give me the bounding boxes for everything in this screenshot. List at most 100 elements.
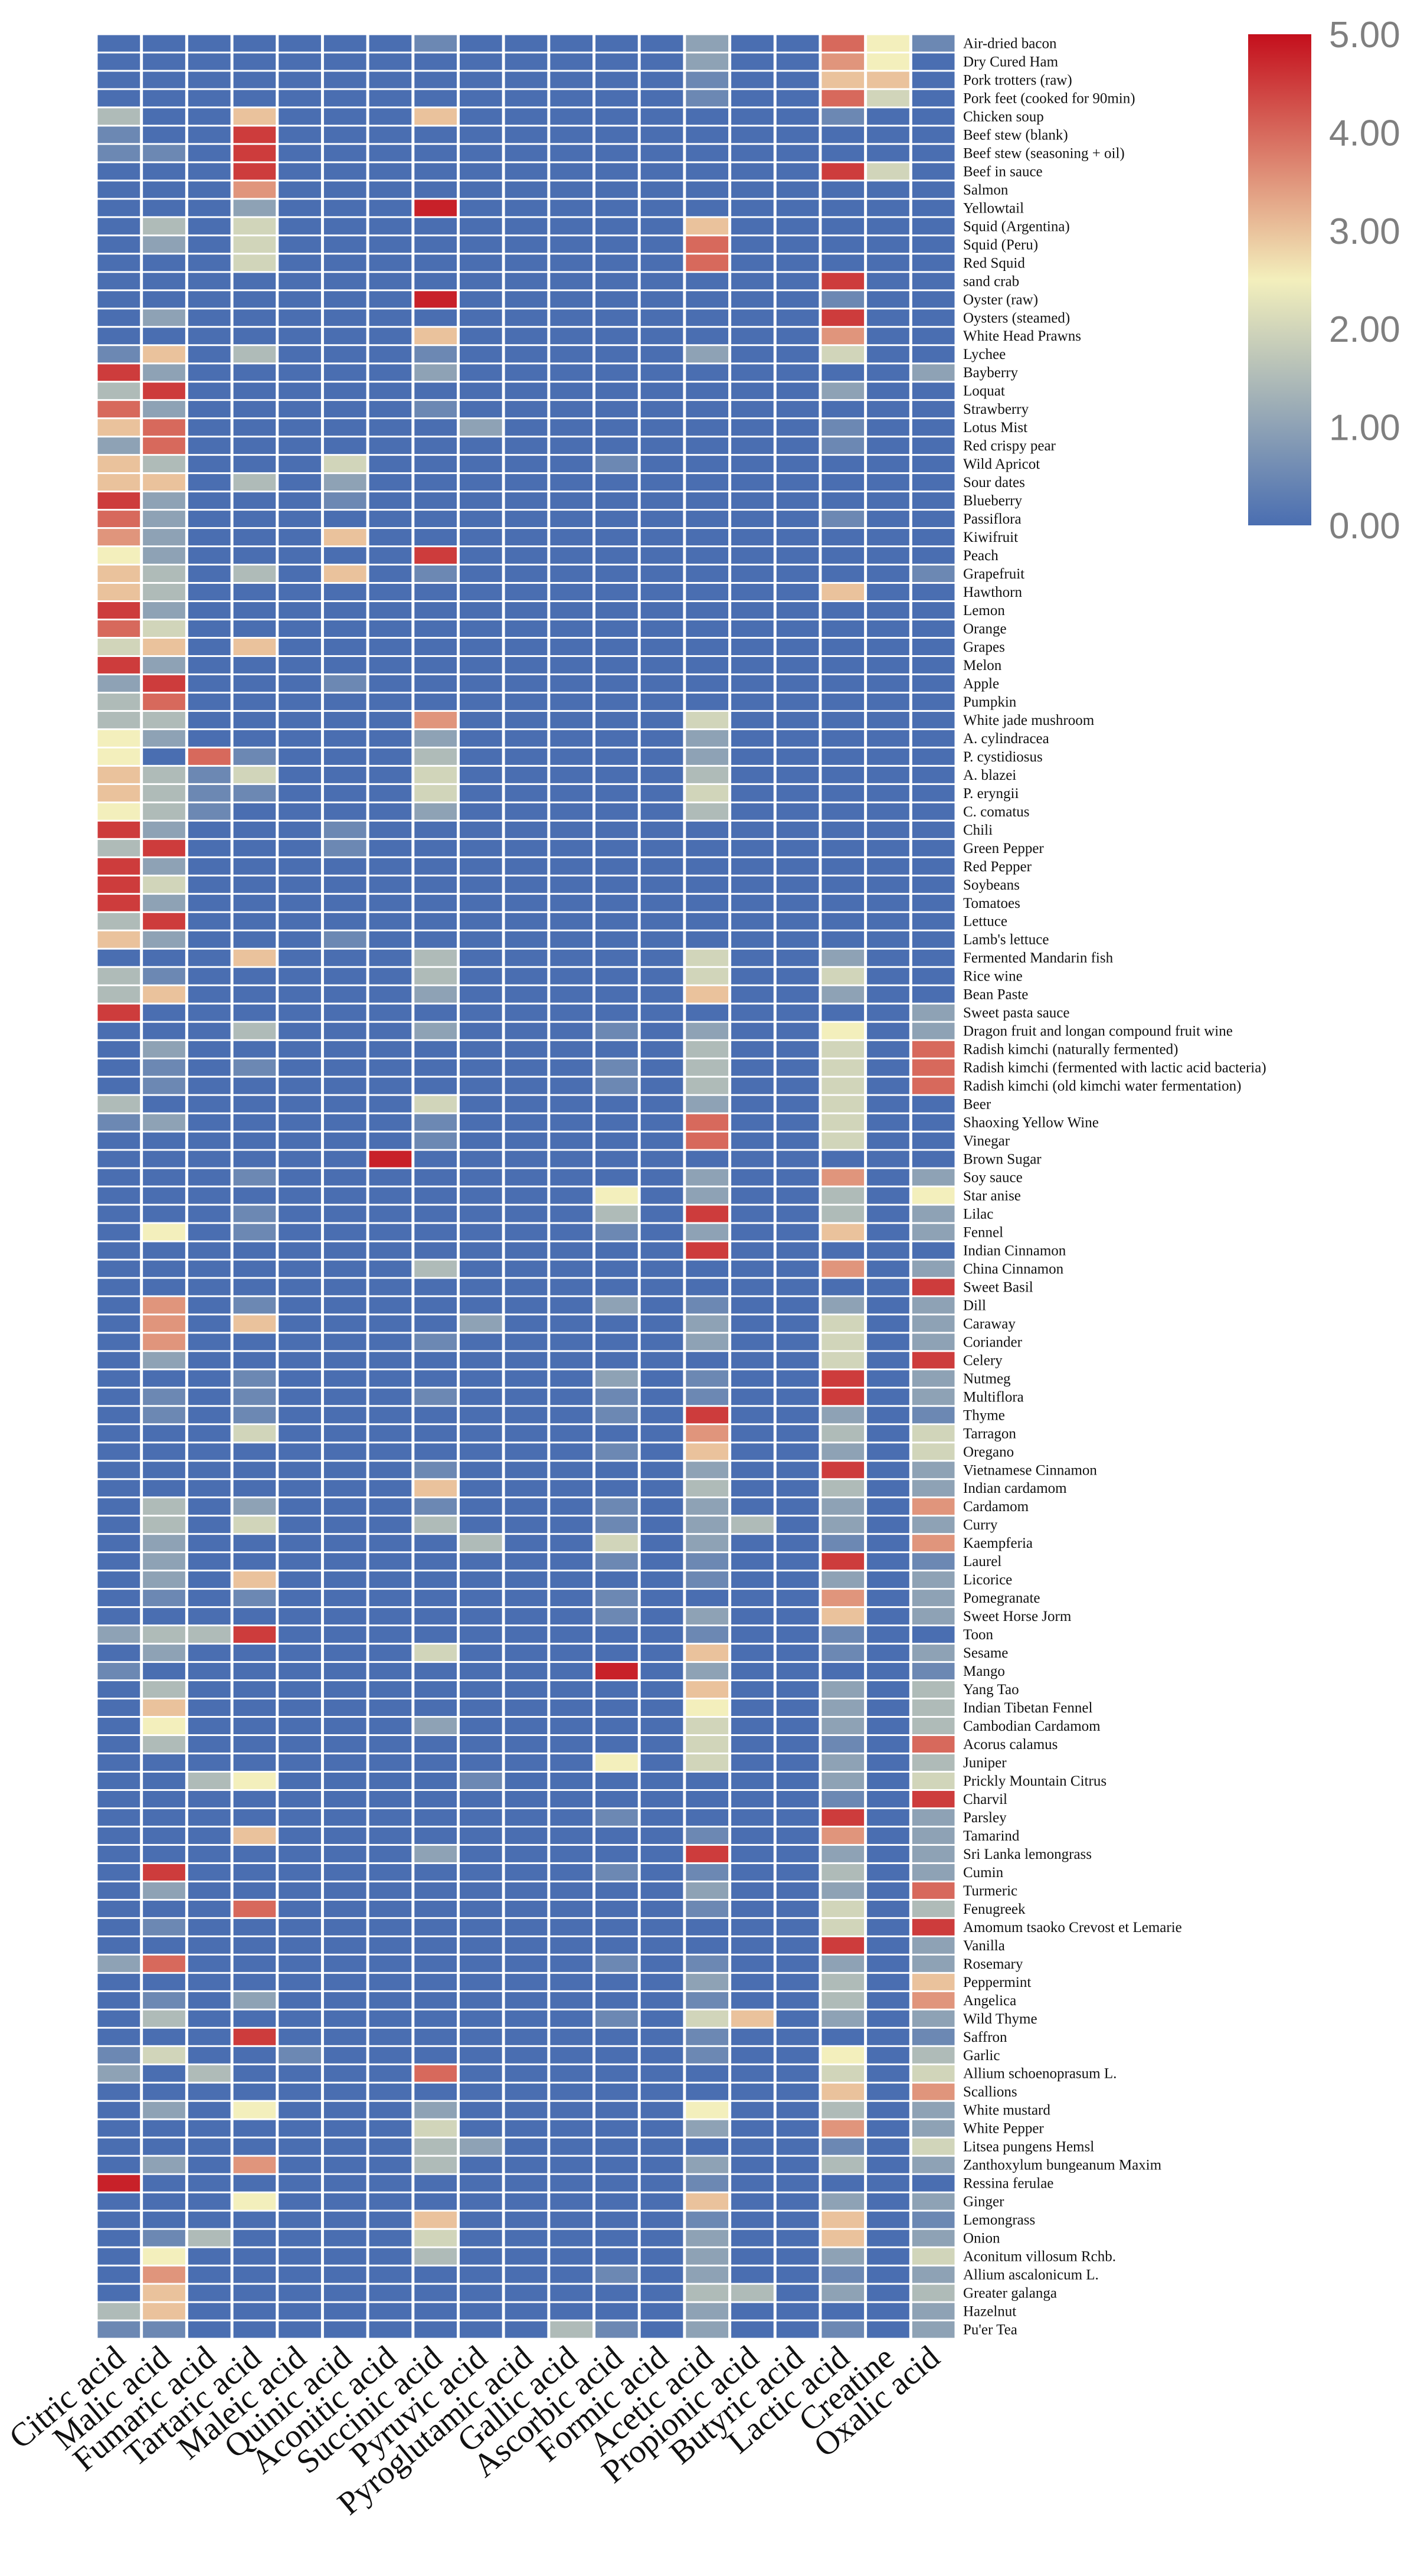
heatmap-cell — [640, 2156, 683, 2173]
heatmap-cell — [550, 1900, 593, 1917]
heatmap-cell — [233, 1059, 276, 1076]
heatmap-cell — [323, 1224, 366, 1241]
heatmap-cell — [323, 1645, 366, 1662]
heatmap-cell — [323, 145, 366, 162]
heatmap-cell — [912, 656, 955, 674]
heatmap-cell — [505, 254, 548, 272]
legend-tick-label: 2.00 — [1329, 309, 1400, 350]
heatmap-cell — [640, 821, 683, 838]
heatmap-cell — [505, 1645, 548, 1662]
heatmap-cell — [233, 254, 276, 272]
heatmap-cell — [97, 1333, 140, 1351]
heatmap-cell — [505, 1516, 548, 1534]
heatmap-cell — [233, 1973, 276, 1990]
heatmap-cell — [686, 620, 729, 637]
heatmap-cell — [640, 1900, 683, 1917]
heatmap-cell — [550, 1736, 593, 1753]
heatmap-cell — [279, 474, 321, 491]
heatmap-cell — [188, 1645, 231, 1662]
heatmap-cell — [640, 803, 683, 820]
heatmap-cell — [279, 35, 321, 52]
row-label: Allium ascalonicum L. — [963, 2267, 1099, 2283]
heatmap-cell — [595, 383, 638, 400]
heatmap-cell — [459, 126, 502, 143]
heatmap-cell — [323, 1187, 366, 1204]
row-label: Lettuce — [963, 914, 1007, 930]
heatmap-cell — [279, 1571, 321, 1588]
heatmap-cell — [369, 126, 412, 143]
heatmap-cell — [459, 1480, 502, 1497]
heatmap-cell — [550, 1772, 593, 1789]
heatmap-cell — [459, 1462, 502, 1479]
heatmap-cell — [323, 1480, 366, 1497]
heatmap-cell — [595, 2230, 638, 2247]
heatmap-cell — [188, 803, 231, 820]
heatmap-cell — [505, 2120, 548, 2137]
row-label: Yellowtail — [963, 200, 1024, 216]
heatmap-cell — [233, 90, 276, 107]
heatmap-cell — [776, 1900, 819, 1917]
heatmap-cell — [188, 858, 231, 875]
row-label: Squid (Argentina) — [963, 218, 1070, 234]
heatmap-cell — [505, 1388, 548, 1405]
heatmap-cell — [686, 1279, 729, 1296]
heatmap-cell — [595, 1553, 638, 1570]
heatmap-cell — [233, 1718, 276, 1735]
heatmap-cell — [595, 1992, 638, 2009]
heatmap-cell — [912, 1699, 955, 1717]
heatmap-cell — [188, 2248, 231, 2265]
heatmap-cell — [640, 620, 683, 637]
heatmap-cell — [143, 1590, 185, 1607]
heatmap-cell — [188, 328, 231, 345]
heatmap-cell — [595, 2175, 638, 2192]
heatmap-cell — [459, 913, 502, 930]
heatmap-cell — [640, 1333, 683, 1351]
heatmap-cell — [550, 602, 593, 619]
heatmap-cell — [505, 967, 548, 985]
heatmap-cell — [143, 108, 185, 125]
heatmap-cell — [323, 383, 366, 400]
heatmap-cell — [323, 200, 366, 217]
heatmap-cell — [731, 1516, 774, 1534]
heatmap-cell — [550, 2284, 593, 2302]
heatmap-cell — [776, 656, 819, 674]
heatmap-cell — [912, 620, 955, 637]
heatmap-cell — [550, 766, 593, 783]
row-label: Lemongrass — [963, 2212, 1035, 2228]
heatmap-cell — [414, 1571, 457, 1588]
heatmap-cell — [640, 2028, 683, 2045]
heatmap-cell — [97, 1955, 140, 1972]
heatmap-cell — [640, 967, 683, 985]
heatmap-cell — [143, 821, 185, 838]
heatmap-cell — [369, 474, 412, 491]
heatmap-cell — [188, 839, 231, 857]
heatmap-cell — [459, 2321, 502, 2338]
heatmap-cell — [640, 2284, 683, 2302]
heatmap-cell — [912, 1004, 955, 1021]
heatmap-cell — [233, 1388, 276, 1405]
heatmap-cell — [595, 2028, 638, 2045]
heatmap-cell — [595, 1260, 638, 1277]
heatmap-cell — [821, 1004, 865, 1021]
heatmap-cell — [97, 2211, 140, 2228]
row-label: Indian Tibetan Fennel — [963, 1700, 1092, 1716]
heatmap-cell — [731, 1407, 774, 1424]
heatmap-cell — [143, 1443, 185, 1460]
heatmap-cell — [188, 2010, 231, 2027]
heatmap-cell — [640, 1059, 683, 1076]
heatmap-cell — [233, 236, 276, 253]
heatmap-cell — [505, 1041, 548, 1058]
heatmap-cell — [867, 1882, 909, 1899]
heatmap-cell — [550, 2303, 593, 2320]
heatmap-cell — [867, 1827, 909, 1844]
heatmap-cell — [686, 1333, 729, 1351]
heatmap-cell — [776, 675, 819, 692]
row-label: Litsea pungens Hemsl — [963, 2139, 1094, 2155]
heatmap-cell — [867, 1187, 909, 1204]
heatmap-cell — [686, 474, 729, 491]
heatmap-cell — [867, 145, 909, 162]
heatmap-cell — [505, 565, 548, 583]
heatmap-cell — [686, 401, 729, 418]
heatmap-cell — [143, 511, 185, 528]
row-label: Peppermint — [963, 1975, 1031, 1990]
